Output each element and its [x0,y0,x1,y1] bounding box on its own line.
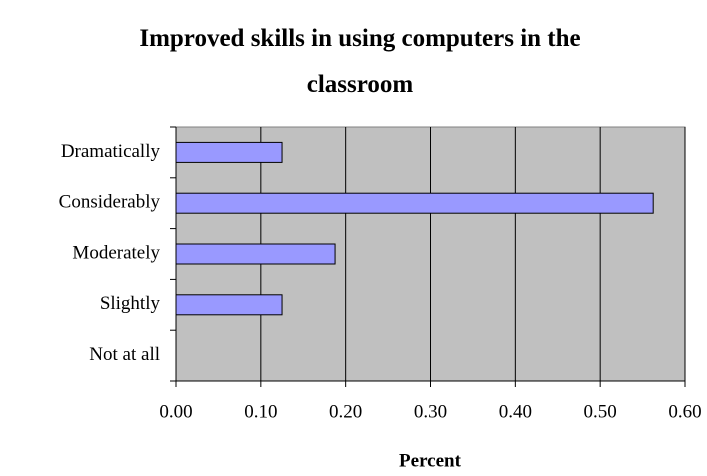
x-tick-label: 0.20 [329,401,362,422]
bar [175,294,283,316]
x-tick-label: 0.50 [584,401,617,422]
y-tick-label: Not at all [89,344,160,365]
x-tick-label: 0.10 [244,401,277,422]
y-tick-label: Considerably [59,192,161,213]
y-tick-label: Moderately [72,242,160,263]
x-tick-label: 0.40 [499,401,532,422]
bar [175,192,654,214]
x-tick-label: 0.00 [159,401,192,422]
y-tick-label: Slightly [100,293,161,314]
bar [175,141,283,163]
x-tick-label: 0.30 [414,401,447,422]
chart-title: Improved skills in using computers in th… [139,25,581,98]
x-axis-label: Percent [399,450,462,471]
y-tick-label: Dramatically [61,141,161,162]
bar [175,243,336,265]
x-tick-label: 0.60 [668,401,701,422]
